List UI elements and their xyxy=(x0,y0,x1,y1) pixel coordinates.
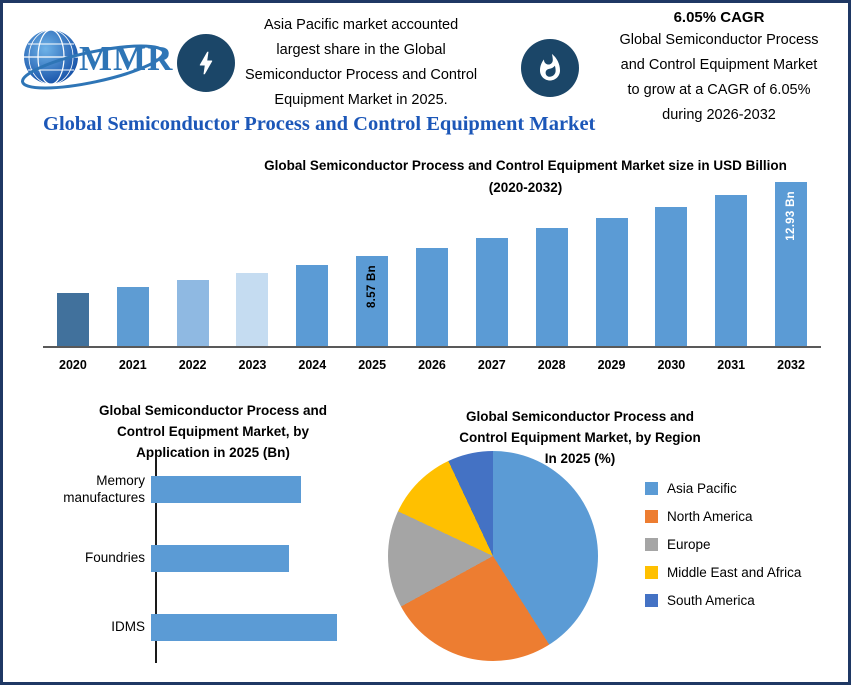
region-pie-chart xyxy=(388,451,598,661)
legend-label: North America xyxy=(667,509,753,524)
highlight-cagr: 6.05% CAGR Global Semiconductor Process … xyxy=(521,9,848,128)
bar-column-2028 xyxy=(522,163,582,346)
bar-value-label-2025: 8.57 Bn xyxy=(366,265,379,309)
highlight-asia-pacific: Asia Pacific market accounted largest sh… xyxy=(177,13,519,113)
x-axis-label-2022: 2022 xyxy=(178,358,207,372)
bar-2025: 8.57 Bn xyxy=(356,256,389,346)
bar-column-2025: 8.57 Bn xyxy=(342,163,402,346)
callout-text-asia-pacific: Asia Pacific market accounted largest sh… xyxy=(245,17,478,108)
bar-column-2031 xyxy=(701,163,761,346)
legend-swatch xyxy=(645,482,658,495)
bar-2026 xyxy=(415,248,448,346)
x-axis-label-2028: 2028 xyxy=(537,358,566,372)
application-label: Foundries xyxy=(84,550,145,566)
application-bar xyxy=(151,476,301,503)
globe-icon xyxy=(21,29,165,90)
bar-2022 xyxy=(176,280,209,346)
bar-2021 xyxy=(116,287,149,346)
application-label: Memory manufactures xyxy=(63,472,145,505)
bar-2031 xyxy=(715,195,748,346)
page-title: Global Semiconductor Process and Control… xyxy=(43,113,596,135)
legend-item: North America xyxy=(645,509,801,524)
legend-swatch xyxy=(645,538,658,551)
legend-swatch xyxy=(645,566,658,579)
market-size-chart-title-line2: (2020-2032) xyxy=(488,179,563,195)
lightning-icon xyxy=(177,33,235,92)
legend-swatch xyxy=(645,594,658,607)
bar-column-2029 xyxy=(582,163,642,346)
bar-2020 xyxy=(56,293,89,346)
cagr-heading: 6.05% CAGR xyxy=(673,9,765,26)
x-axis-label-2029: 2029 xyxy=(597,358,626,372)
bar-column-2023 xyxy=(223,163,283,346)
legend-label: Middle East and Africa xyxy=(667,565,802,580)
application-label: IDMS xyxy=(111,619,145,635)
legend-item: Middle East and Africa xyxy=(645,565,801,580)
bar-2029 xyxy=(595,218,628,346)
legend-swatch xyxy=(645,510,658,523)
legend-item: Asia Pacific xyxy=(645,481,801,496)
x-axis-label-2026: 2026 xyxy=(418,358,446,372)
bar-2030 xyxy=(655,207,688,346)
application-bar xyxy=(151,545,289,572)
market-size-bar-chart: 8.57 Bn 12.93 Bn xyxy=(43,163,821,348)
legend-item: Europe xyxy=(645,537,801,552)
pie-legend: Asia Pacific North America Europe Middle Ea… xyxy=(645,481,801,608)
application-row: Foundries xyxy=(47,524,392,593)
bar-column-2024 xyxy=(282,163,342,346)
application-chart-title: Global Semiconductor Process and Control… xyxy=(98,403,328,460)
flame-icon xyxy=(521,39,579,98)
bar-column-2032: 12.93 Bn xyxy=(761,163,821,346)
bar-column-2026 xyxy=(402,163,462,346)
legend-label: Europe xyxy=(667,537,711,552)
bar-column-2022 xyxy=(163,163,223,346)
mmr-logo: MMR xyxy=(15,17,183,105)
x-axis-label-2023: 2023 xyxy=(238,358,267,372)
bar-2027 xyxy=(475,238,508,346)
bar-value-label-2032: 12.93 Bn xyxy=(785,191,798,241)
callout-text-cagr: Global Semiconductor Process and Control… xyxy=(619,32,819,123)
bar-2032: 12.93 Bn xyxy=(775,182,808,346)
application-bar xyxy=(151,614,337,641)
application-row: Memory manufactures xyxy=(47,455,392,524)
bar-2023 xyxy=(236,273,269,346)
bar-2024 xyxy=(296,265,329,346)
legend-item: South America xyxy=(645,593,801,608)
market-size-chart-title-line1: Global Semiconductor Process and Control… xyxy=(264,158,787,173)
market-size-chart-title: Global Semiconductor Process and Control… xyxy=(218,155,833,198)
bar-column-2027 xyxy=(462,163,522,346)
x-axis-label-2027: 2027 xyxy=(477,358,506,372)
x-axis-label-2025: 2025 xyxy=(358,358,387,372)
x-axis-label-2024: 2024 xyxy=(298,358,327,372)
x-axis-label-2032: 2032 xyxy=(777,358,805,372)
bar-column-2020 xyxy=(43,163,103,346)
region-chart-title: Global Semiconductor Process and Control… xyxy=(459,409,701,466)
application-bar-chart: Memory manufactures Foundries IDMS xyxy=(47,455,392,662)
x-axis-label-2031: 2031 xyxy=(717,358,746,372)
bar-2028 xyxy=(535,228,568,346)
legend-label: Asia Pacific xyxy=(667,481,737,496)
bar-column-2030 xyxy=(641,163,701,346)
x-axis-label-2021: 2021 xyxy=(118,358,147,372)
logo-text: MMR xyxy=(79,39,174,78)
x-axis-label-2020: 2020 xyxy=(59,358,87,372)
x-axis-labels: 2020 2021 2022 2023 2024 2025 2026 2027 2028 2029… xyxy=(43,358,821,372)
x-axis-label-2030: 2030 xyxy=(657,358,686,372)
bar-column-2021 xyxy=(103,163,163,346)
legend-label: South America xyxy=(667,593,755,608)
application-row: IDMS xyxy=(47,593,392,662)
